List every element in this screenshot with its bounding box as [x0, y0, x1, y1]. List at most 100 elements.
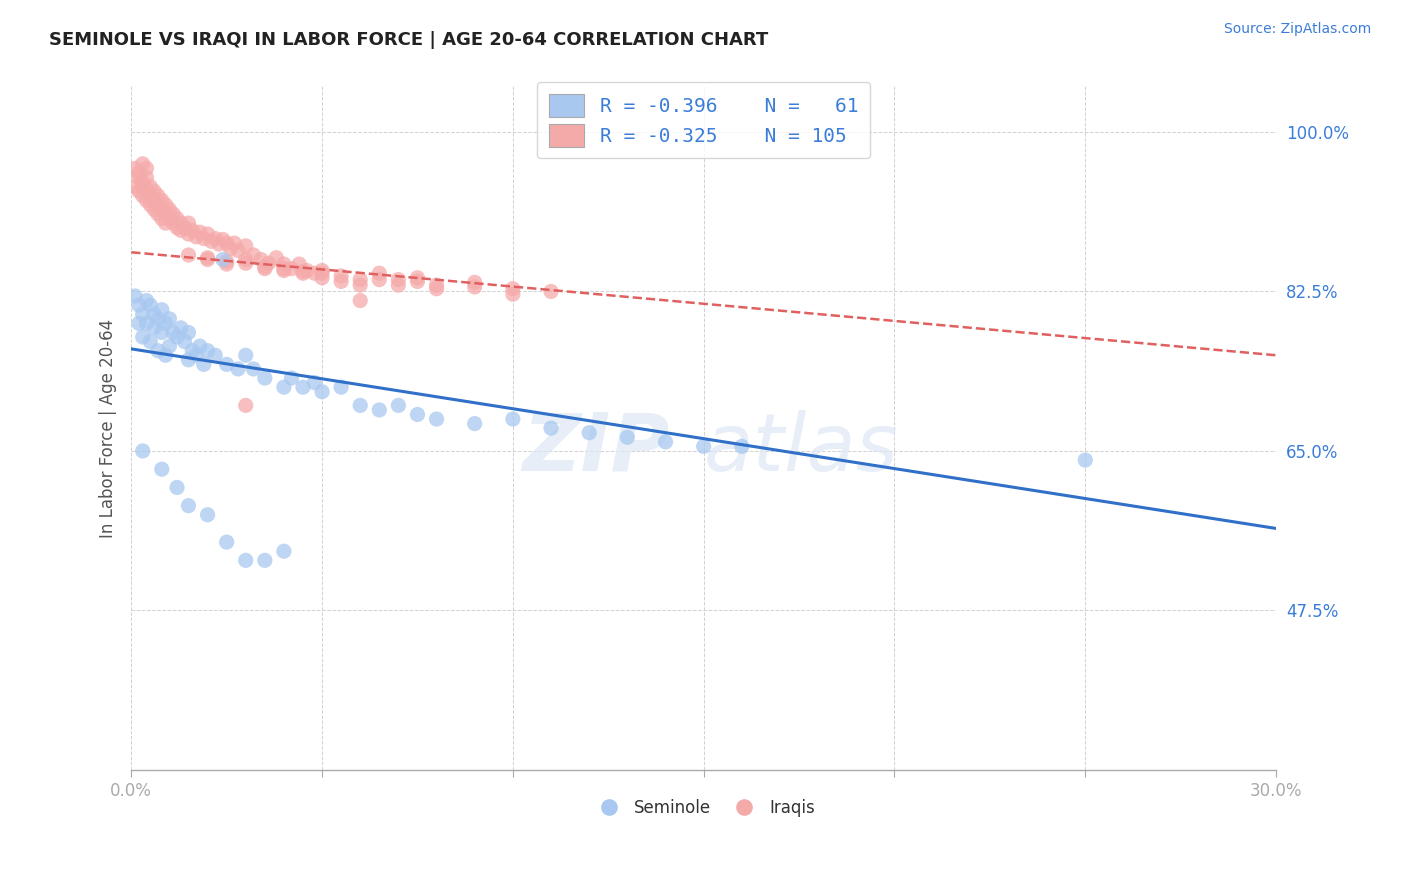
Point — [235, 256, 257, 270]
Point — [143, 184, 166, 198]
Point — [211, 252, 233, 267]
Point — [173, 220, 195, 235]
Text: SEMINOLE VS IRAQI IN LABOR FORCE | AGE 20-64 CORRELATION CHART: SEMINOLE VS IRAQI IN LABOR FORCE | AGE 2… — [49, 31, 769, 49]
Point — [235, 553, 257, 567]
Point — [146, 198, 169, 212]
Point — [540, 421, 562, 435]
Point — [215, 236, 238, 251]
Y-axis label: In Labor Force | Age 20-64: In Labor Force | Age 20-64 — [100, 318, 117, 538]
Point — [135, 184, 157, 198]
Point — [150, 462, 173, 476]
Point — [131, 179, 153, 194]
Point — [177, 352, 200, 367]
Point — [616, 430, 638, 444]
Point — [349, 272, 371, 286]
Point — [135, 170, 157, 185]
Point — [425, 412, 447, 426]
Point — [288, 257, 311, 271]
Point — [146, 311, 169, 326]
Point — [177, 248, 200, 262]
Point — [368, 403, 391, 417]
Point — [124, 179, 146, 194]
Point — [181, 223, 204, 237]
Point — [502, 287, 524, 301]
Point — [368, 272, 391, 286]
Point — [150, 302, 173, 317]
Point — [177, 227, 200, 241]
Point — [193, 231, 215, 245]
Point — [578, 425, 600, 440]
Point — [155, 317, 177, 331]
Point — [330, 268, 353, 283]
Point — [349, 293, 371, 308]
Point — [464, 280, 486, 294]
Point — [250, 252, 273, 267]
Point — [311, 384, 333, 399]
Point — [143, 194, 166, 208]
Point — [235, 239, 257, 253]
Point — [173, 334, 195, 349]
Text: ZIP: ZIP — [522, 409, 669, 488]
Point — [177, 499, 200, 513]
Point — [170, 223, 193, 237]
Point — [131, 188, 153, 202]
Point — [150, 326, 173, 340]
Point — [280, 261, 302, 276]
Point — [387, 272, 409, 286]
Point — [387, 398, 409, 412]
Point — [235, 398, 257, 412]
Point — [157, 211, 180, 226]
Point — [253, 261, 276, 276]
Point — [188, 339, 211, 353]
Point — [150, 202, 173, 217]
Point — [139, 188, 162, 202]
Point — [264, 251, 287, 265]
Point — [177, 326, 200, 340]
Point — [654, 434, 676, 449]
Point — [349, 398, 371, 412]
Point — [464, 276, 486, 290]
Point — [150, 194, 173, 208]
Point — [162, 216, 184, 230]
Point — [226, 244, 249, 258]
Point — [170, 216, 193, 230]
Point — [124, 161, 146, 176]
Legend: Seminole, Iraqis: Seminole, Iraqis — [585, 792, 821, 823]
Point — [304, 266, 326, 280]
Point — [273, 261, 295, 276]
Point — [406, 270, 429, 285]
Point — [235, 348, 257, 362]
Point — [425, 278, 447, 293]
Point — [425, 282, 447, 296]
Point — [131, 157, 153, 171]
Point — [146, 207, 169, 221]
Point — [311, 270, 333, 285]
Point — [211, 232, 233, 246]
Point — [188, 225, 211, 239]
Point — [162, 207, 184, 221]
Point — [155, 348, 177, 362]
Point — [197, 343, 219, 358]
Point — [166, 211, 188, 226]
Point — [128, 184, 150, 198]
Point — [502, 412, 524, 426]
Point — [731, 439, 754, 453]
Point — [166, 480, 188, 494]
Point — [253, 260, 276, 274]
Point — [128, 170, 150, 185]
Point — [464, 417, 486, 431]
Point — [406, 274, 429, 288]
Point — [143, 307, 166, 321]
Point — [193, 357, 215, 371]
Point — [128, 298, 150, 312]
Point — [540, 285, 562, 299]
Point — [155, 198, 177, 212]
Point — [349, 278, 371, 293]
Point — [139, 298, 162, 312]
Point — [311, 266, 333, 280]
Point — [224, 236, 246, 251]
Point — [139, 198, 162, 212]
Text: atlas: atlas — [703, 409, 898, 488]
Point — [155, 216, 177, 230]
Point — [135, 194, 157, 208]
